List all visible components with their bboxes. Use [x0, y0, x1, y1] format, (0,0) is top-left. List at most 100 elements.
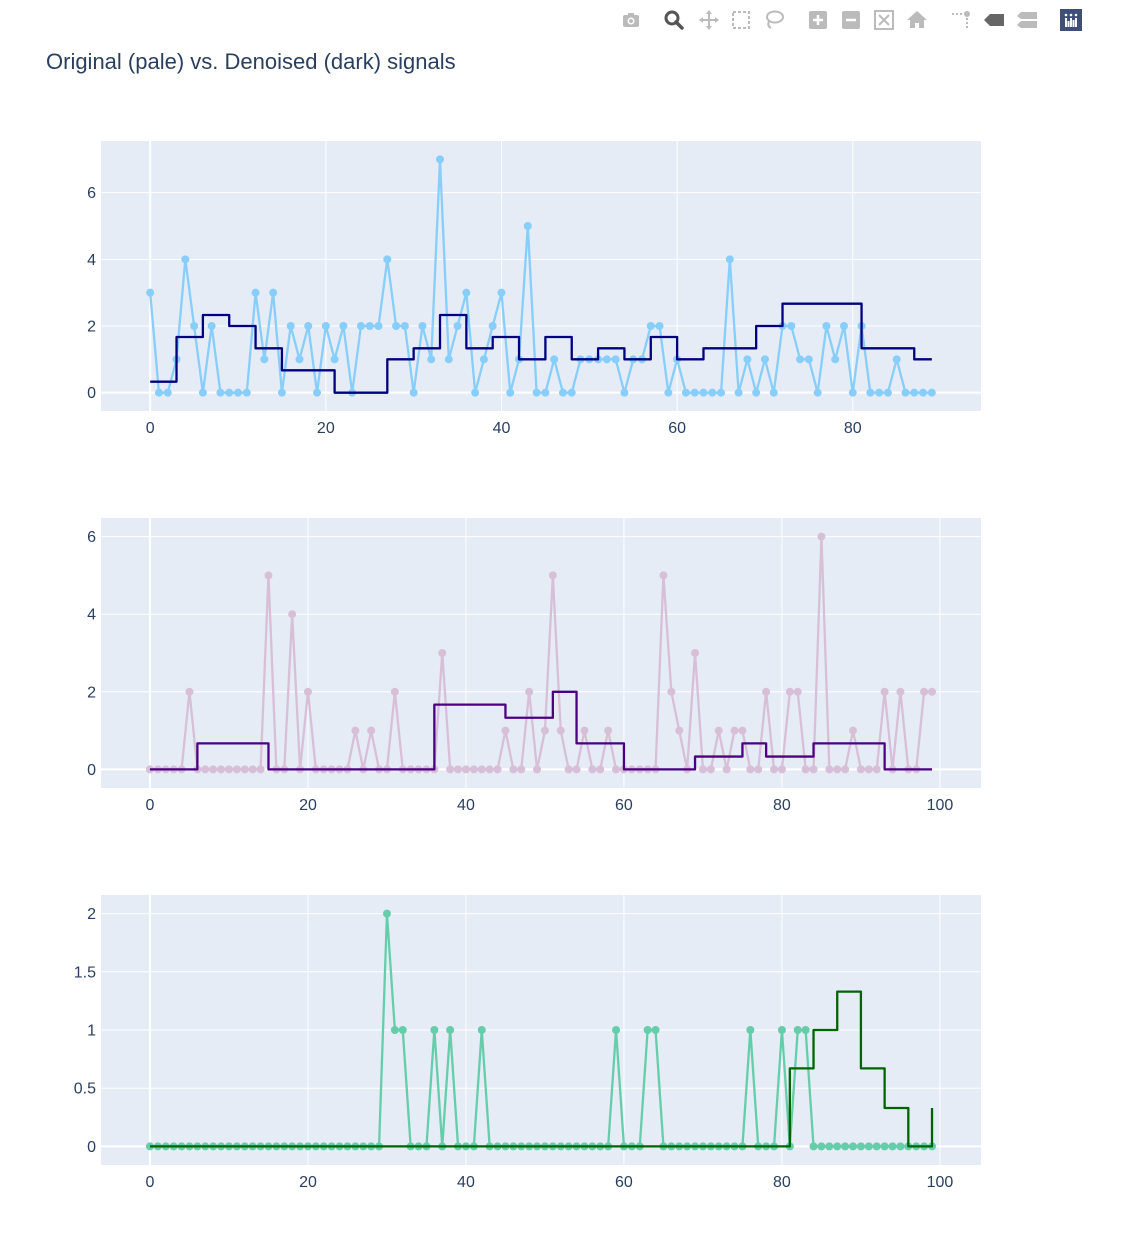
data-point[interactable]	[248, 765, 257, 774]
data-point[interactable]	[409, 388, 418, 397]
data-point[interactable]	[699, 388, 708, 397]
data-point[interactable]	[436, 155, 445, 164]
data-point[interactable]	[892, 355, 901, 364]
data-point[interactable]	[604, 726, 613, 735]
data-point[interactable]	[611, 355, 620, 364]
data-point[interactable]	[533, 765, 542, 774]
data-point[interactable]	[928, 687, 937, 696]
data-point[interactable]	[240, 765, 249, 774]
data-point[interactable]	[564, 765, 573, 774]
data-point[interactable]	[762, 687, 771, 696]
data-point[interactable]	[286, 322, 295, 330]
data-point[interactable]	[446, 1026, 455, 1034]
data-point[interactable]	[864, 1142, 873, 1151]
data-point[interactable]	[817, 1142, 826, 1151]
data-point[interactable]	[822, 322, 831, 330]
data-point[interactable]	[382, 909, 391, 918]
data-point[interactable]	[833, 1142, 842, 1151]
data-point[interactable]	[825, 765, 834, 774]
data-point[interactable]	[896, 1142, 905, 1151]
data-point[interactable]	[251, 288, 260, 297]
data-point[interactable]	[690, 388, 699, 397]
data-point[interactable]	[910, 388, 919, 397]
data-point[interactable]	[919, 388, 928, 397]
data-point[interactable]	[390, 687, 399, 696]
data-point[interactable]	[691, 649, 700, 657]
data-point[interactable]	[714, 726, 723, 735]
data-point[interactable]	[825, 1142, 834, 1151]
data-point[interactable]	[217, 765, 226, 774]
data-point[interactable]	[525, 687, 534, 696]
data-point[interactable]	[698, 765, 707, 774]
data-point[interactable]	[367, 726, 376, 735]
subplot-2[interactable]: 0 20 40 60 80 100 0 2 4 6	[87, 518, 981, 814]
data-point[interactable]	[277, 388, 286, 397]
data-point[interactable]	[717, 388, 726, 397]
data-point[interactable]	[207, 322, 216, 330]
lasso-select-icon[interactable]	[761, 7, 787, 33]
data-point[interactable]	[706, 765, 715, 774]
data-point[interactable]	[849, 1142, 858, 1151]
data-point[interactable]	[339, 322, 348, 330]
data-point[interactable]	[501, 726, 510, 735]
data-point[interactable]	[303, 687, 312, 696]
data-point[interactable]	[242, 388, 251, 397]
data-point[interactable]	[461, 765, 470, 774]
data-point[interactable]	[880, 687, 889, 696]
data-point[interactable]	[181, 255, 190, 264]
data-point[interactable]	[901, 388, 910, 397]
data-point[interactable]	[427, 355, 436, 364]
data-point[interactable]	[793, 1026, 802, 1034]
data-point[interactable]	[392, 322, 401, 330]
data-point[interactable]	[567, 388, 576, 397]
data-point[interactable]	[777, 765, 786, 774]
data-point[interactable]	[540, 726, 549, 735]
data-point[interactable]	[532, 388, 541, 397]
data-point[interactable]	[777, 1026, 786, 1034]
data-point[interactable]	[446, 765, 455, 774]
data-point[interactable]	[400, 322, 409, 330]
data-point[interactable]	[655, 322, 664, 330]
data-point[interactable]	[708, 388, 717, 397]
data-point[interactable]	[743, 355, 752, 364]
data-point[interactable]	[572, 765, 581, 774]
data-point[interactable]	[722, 765, 731, 774]
data-point[interactable]	[596, 765, 605, 774]
data-point[interactable]	[730, 726, 739, 735]
data-point[interactable]	[793, 687, 802, 696]
data-point[interactable]	[675, 726, 684, 735]
data-point[interactable]	[477, 1026, 486, 1034]
data-point[interactable]	[612, 765, 621, 774]
data-point[interactable]	[809, 1142, 818, 1151]
data-point[interactable]	[643, 1026, 652, 1034]
data-point[interactable]	[927, 388, 936, 397]
data-point[interactable]	[185, 687, 194, 696]
data-point[interactable]	[390, 1026, 399, 1034]
data-point[interactable]	[817, 532, 826, 541]
data-point[interactable]	[856, 765, 865, 774]
data-point[interactable]	[190, 322, 199, 330]
data-point[interactable]	[801, 765, 810, 774]
data-point[interactable]	[509, 765, 518, 774]
data-point[interactable]	[209, 765, 218, 774]
data-point[interactable]	[770, 765, 779, 774]
data-point[interactable]	[462, 288, 471, 297]
data-point[interactable]	[550, 355, 559, 364]
data-point[interactable]	[304, 322, 313, 330]
data-point[interactable]	[163, 388, 172, 397]
data-point[interactable]	[288, 610, 297, 619]
data-point[interactable]	[841, 765, 850, 774]
data-point[interactable]	[872, 765, 881, 774]
data-point[interactable]	[264, 571, 273, 580]
data-point[interactable]	[664, 388, 673, 397]
data-point[interactable]	[232, 765, 241, 774]
data-point[interactable]	[517, 765, 526, 774]
data-point[interactable]	[225, 388, 234, 397]
data-point[interactable]	[198, 388, 207, 397]
data-point[interactable]	[760, 355, 769, 364]
data-point[interactable]	[841, 1142, 850, 1151]
data-point[interactable]	[646, 322, 655, 330]
spike-lines-icon[interactable]	[948, 7, 974, 33]
subplot-1[interactable]: 0 20 40 60 80 0 2 4 6	[87, 141, 981, 437]
